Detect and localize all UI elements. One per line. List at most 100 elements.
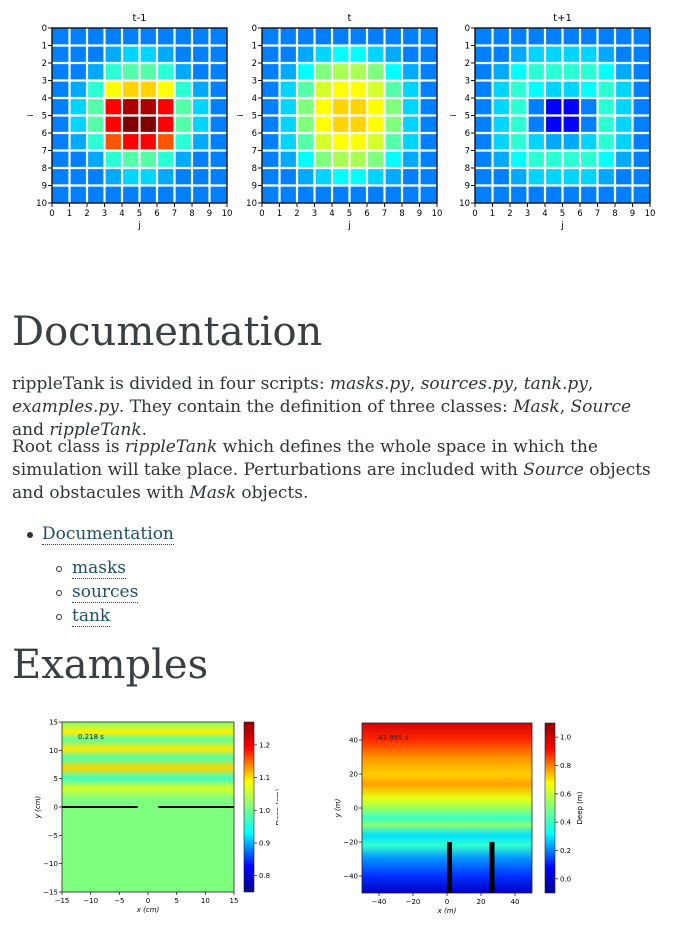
heatmap-cell bbox=[545, 63, 563, 81]
heatmap-cell bbox=[562, 28, 580, 46]
heatmap-cell bbox=[52, 80, 70, 98]
heatmap-cell bbox=[122, 150, 140, 168]
heatmap-cell bbox=[122, 80, 140, 98]
x-tick-label: 0 bbox=[445, 898, 449, 906]
heatmap-cell bbox=[104, 168, 122, 186]
heatmap-cell bbox=[510, 185, 528, 203]
heatmap-cell bbox=[52, 115, 70, 133]
x-tick-label: −5 bbox=[114, 897, 124, 905]
heatmap-cell bbox=[52, 45, 70, 63]
heatmap-cell bbox=[139, 185, 157, 203]
heatmap-cell bbox=[174, 45, 192, 63]
y-tick-label: 7 bbox=[42, 147, 47, 157]
heatmap-cell bbox=[104, 45, 122, 63]
y-tick-label: 5 bbox=[252, 112, 257, 122]
x-tick-label: 1 bbox=[67, 209, 72, 219]
heatmap-cell bbox=[104, 63, 122, 81]
heatmap-cell bbox=[402, 150, 420, 168]
heatmap-cell bbox=[510, 133, 528, 151]
heatmap-cell bbox=[332, 45, 350, 63]
x-tick-label: 20 bbox=[477, 898, 486, 906]
heatmap-cell bbox=[174, 63, 192, 81]
heatmap-cell bbox=[209, 28, 227, 46]
heatmap-cell bbox=[279, 45, 297, 63]
toc-sub-bullet bbox=[56, 566, 62, 572]
x-tick-label: 3 bbox=[525, 209, 530, 219]
heatmap-cell bbox=[314, 185, 332, 203]
heatmap-cell bbox=[580, 80, 598, 98]
heatmap-cell bbox=[580, 185, 598, 203]
y-tick-label: 5 bbox=[54, 775, 58, 783]
heatmap-cell bbox=[475, 133, 493, 151]
heatmap-cell bbox=[419, 45, 437, 63]
x-tick-label: 4 bbox=[119, 209, 124, 219]
heatmap-cell bbox=[192, 185, 210, 203]
heatmap-cell bbox=[597, 63, 615, 81]
heatmap-title: t+1 bbox=[553, 13, 572, 24]
heatmap-cell bbox=[580, 150, 598, 168]
y-tick-label: 5 bbox=[42, 112, 47, 122]
heatmap-cell bbox=[419, 150, 437, 168]
y-tick-label: 9 bbox=[252, 182, 257, 192]
toc-link-masks[interactable]: masks bbox=[72, 558, 127, 579]
toc-link-tank[interactable]: tank bbox=[72, 606, 111, 627]
heatmap-cell bbox=[475, 150, 493, 168]
toc-link-sources[interactable]: sources bbox=[72, 582, 139, 603]
heatmap-title: t bbox=[348, 13, 352, 24]
heatmap-cell bbox=[527, 45, 545, 63]
toc-link-documentation[interactable]: Documentation bbox=[42, 524, 174, 545]
heatmap-cell bbox=[262, 63, 280, 81]
heatmap-cell bbox=[87, 185, 105, 203]
heatmap-cell bbox=[367, 63, 385, 81]
heatmap-cell bbox=[139, 80, 157, 98]
heatmap-cell bbox=[279, 168, 297, 186]
y-tick-label: 9 bbox=[465, 182, 470, 192]
y-tick-label: 0 bbox=[465, 24, 470, 34]
x-tick-label: 10 bbox=[645, 209, 656, 219]
heatmap-cell bbox=[69, 150, 87, 168]
heatmap-cell bbox=[402, 80, 420, 98]
x-axis-label: x (cm) bbox=[136, 906, 160, 914]
heatmap-cell bbox=[209, 80, 227, 98]
heatmap-cell bbox=[384, 185, 402, 203]
x-tick-label: −10 bbox=[83, 897, 98, 905]
heatmap-cell bbox=[174, 185, 192, 203]
heatmap-cell bbox=[597, 115, 615, 133]
x-tick-label: 40 bbox=[511, 898, 520, 906]
time-annotation: 43.995 s bbox=[378, 734, 409, 742]
y-tick-label: 8 bbox=[465, 164, 470, 174]
y-tick-label: 9 bbox=[42, 182, 47, 192]
heatmap-cell bbox=[419, 168, 437, 186]
y-tick-label: 0 bbox=[54, 804, 58, 812]
x-tick-label: 0 bbox=[49, 209, 54, 219]
heatmap-cell bbox=[87, 63, 105, 81]
y-tick-label: 0 bbox=[252, 24, 257, 34]
heatmap-cell bbox=[314, 28, 332, 46]
x-tick-label: 4 bbox=[329, 209, 334, 219]
heatmap-cell bbox=[492, 185, 510, 203]
heatmap-cell bbox=[510, 80, 528, 98]
y-axis-label: i bbox=[26, 114, 35, 116]
y-tick-label: 0 bbox=[42, 24, 47, 34]
heatmap-cell bbox=[297, 63, 315, 81]
heatmap-cell bbox=[632, 63, 650, 81]
heatmap-cell bbox=[314, 63, 332, 81]
heatmap-cell bbox=[332, 168, 350, 186]
root-class-paragraph: Root class is rippleTank which defines t… bbox=[12, 437, 651, 503]
heatmap-cell bbox=[69, 185, 87, 203]
heatmap-cell bbox=[615, 185, 633, 203]
heatmap-cell bbox=[139, 28, 157, 46]
heatmap-cell bbox=[192, 168, 210, 186]
heatmap-cell bbox=[402, 45, 420, 63]
heatmap-cell bbox=[104, 28, 122, 46]
heatmap-cell bbox=[419, 115, 437, 133]
heatmap-cell bbox=[562, 98, 580, 116]
heatmap-cell bbox=[332, 28, 350, 46]
x-tick-label: 6 bbox=[154, 209, 159, 219]
colorbar bbox=[544, 722, 556, 894]
heatmap-cell bbox=[492, 150, 510, 168]
heatmap-cell bbox=[69, 63, 87, 81]
heatmap-cell bbox=[545, 185, 563, 203]
heatmap-cell bbox=[384, 168, 402, 186]
